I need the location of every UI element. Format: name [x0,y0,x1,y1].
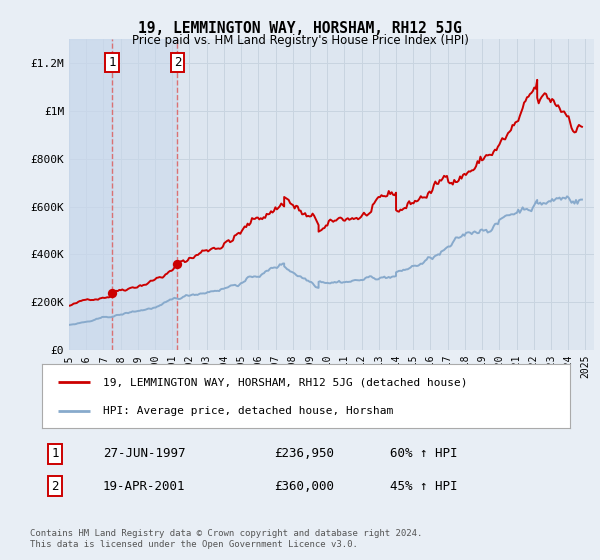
Bar [112,39,178,350]
Text: 19, LEMMINGTON WAY, HORSHAM, RH12 5JG (detached house): 19, LEMMINGTON WAY, HORSHAM, RH12 5JG (d… [103,377,467,387]
Text: £236,950: £236,950 [274,447,334,460]
Text: 27-JUN-1997: 27-JUN-1997 [103,447,185,460]
Text: Price paid vs. HM Land Registry's House Price Index (HPI): Price paid vs. HM Land Registry's House … [131,34,469,46]
Point [107,289,116,298]
Text: 1: 1 [52,447,59,460]
Text: Contains HM Land Registry data © Crown copyright and database right 2024.
This d: Contains HM Land Registry data © Crown c… [30,529,422,549]
Text: 60% ↑ HPI: 60% ↑ HPI [391,447,458,460]
Text: 19, LEMMINGTON WAY, HORSHAM, RH12 5JG: 19, LEMMINGTON WAY, HORSHAM, RH12 5JG [138,21,462,36]
Text: £360,000: £360,000 [274,479,334,493]
Text: 2: 2 [52,479,59,493]
Point [173,259,182,268]
Bar [69,39,112,350]
Text: 1: 1 [108,56,116,69]
Text: 19-APR-2001: 19-APR-2001 [103,479,185,493]
Text: HPI: Average price, detached house, Horsham: HPI: Average price, detached house, Hors… [103,406,393,416]
Text: 2: 2 [173,56,181,69]
Text: 45% ↑ HPI: 45% ↑ HPI [391,479,458,493]
